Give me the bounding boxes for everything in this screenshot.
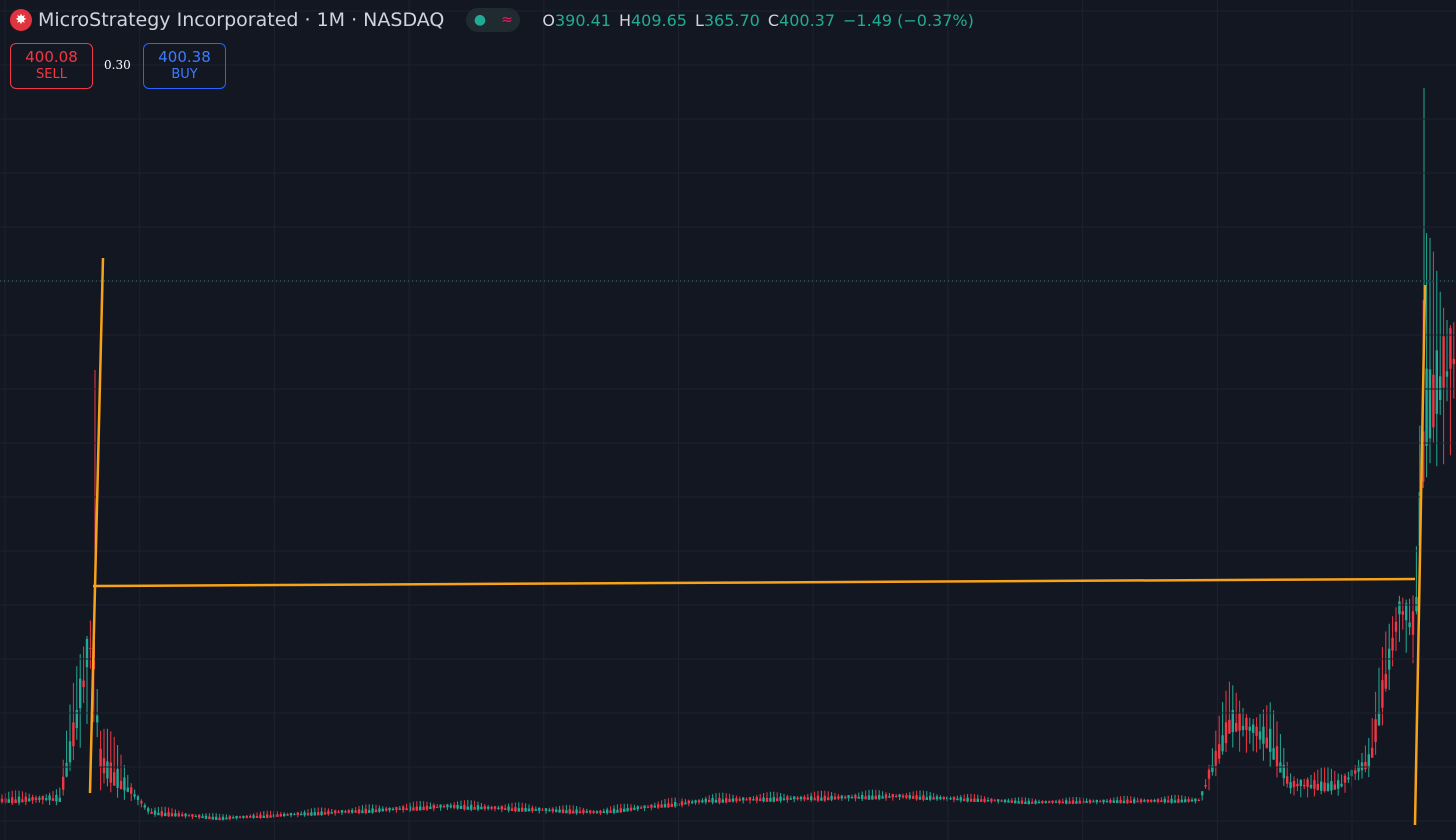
symbol-header: ✸ MicroStrategy Incorporated · 1M · NASD… (10, 6, 974, 34)
symbol-icon: ✸ (10, 9, 32, 31)
ohlc-key: O (542, 10, 555, 30)
candle-wicks-down (1, 251, 1455, 821)
buy-price: 400.38 (158, 48, 211, 66)
ohlc-value: 365.70 (703, 10, 760, 30)
drawing-line[interactable] (92, 577, 1416, 588)
drawing-line[interactable] (1413, 284, 1427, 826)
change: −1.49 (−0.37%) (843, 10, 974, 30)
ohlc-value: 390.41 (554, 10, 611, 30)
ohlc-key: C (767, 10, 780, 30)
buy-button[interactable]: 400.38 BUY (143, 43, 226, 89)
candle-bodies-down (0, 328, 1455, 821)
candle-wicks-up (8, 88, 1448, 821)
ohlc: O390.41 H409.65 L365.70 C400.37 (542, 11, 835, 30)
buy-label: BUY (171, 67, 198, 82)
sell-price: 400.08 (25, 48, 78, 66)
status-pill[interactable]: ● ≈ (466, 8, 521, 32)
drawing-line[interactable] (88, 257, 105, 794)
spread: 0.30 (104, 58, 131, 72)
symbol-title[interactable]: MicroStrategy Incorporated · 1M · NASDAQ (38, 9, 445, 31)
ohlc-key: H (618, 10, 631, 30)
ohlc-key: L (694, 10, 704, 30)
ohlc-value: 409.65 (630, 10, 687, 30)
sell-button[interactable]: 400.08 SELL (10, 43, 93, 89)
sell-label: SELL (36, 67, 67, 82)
ohlc-value: 400.37 (779, 10, 836, 30)
